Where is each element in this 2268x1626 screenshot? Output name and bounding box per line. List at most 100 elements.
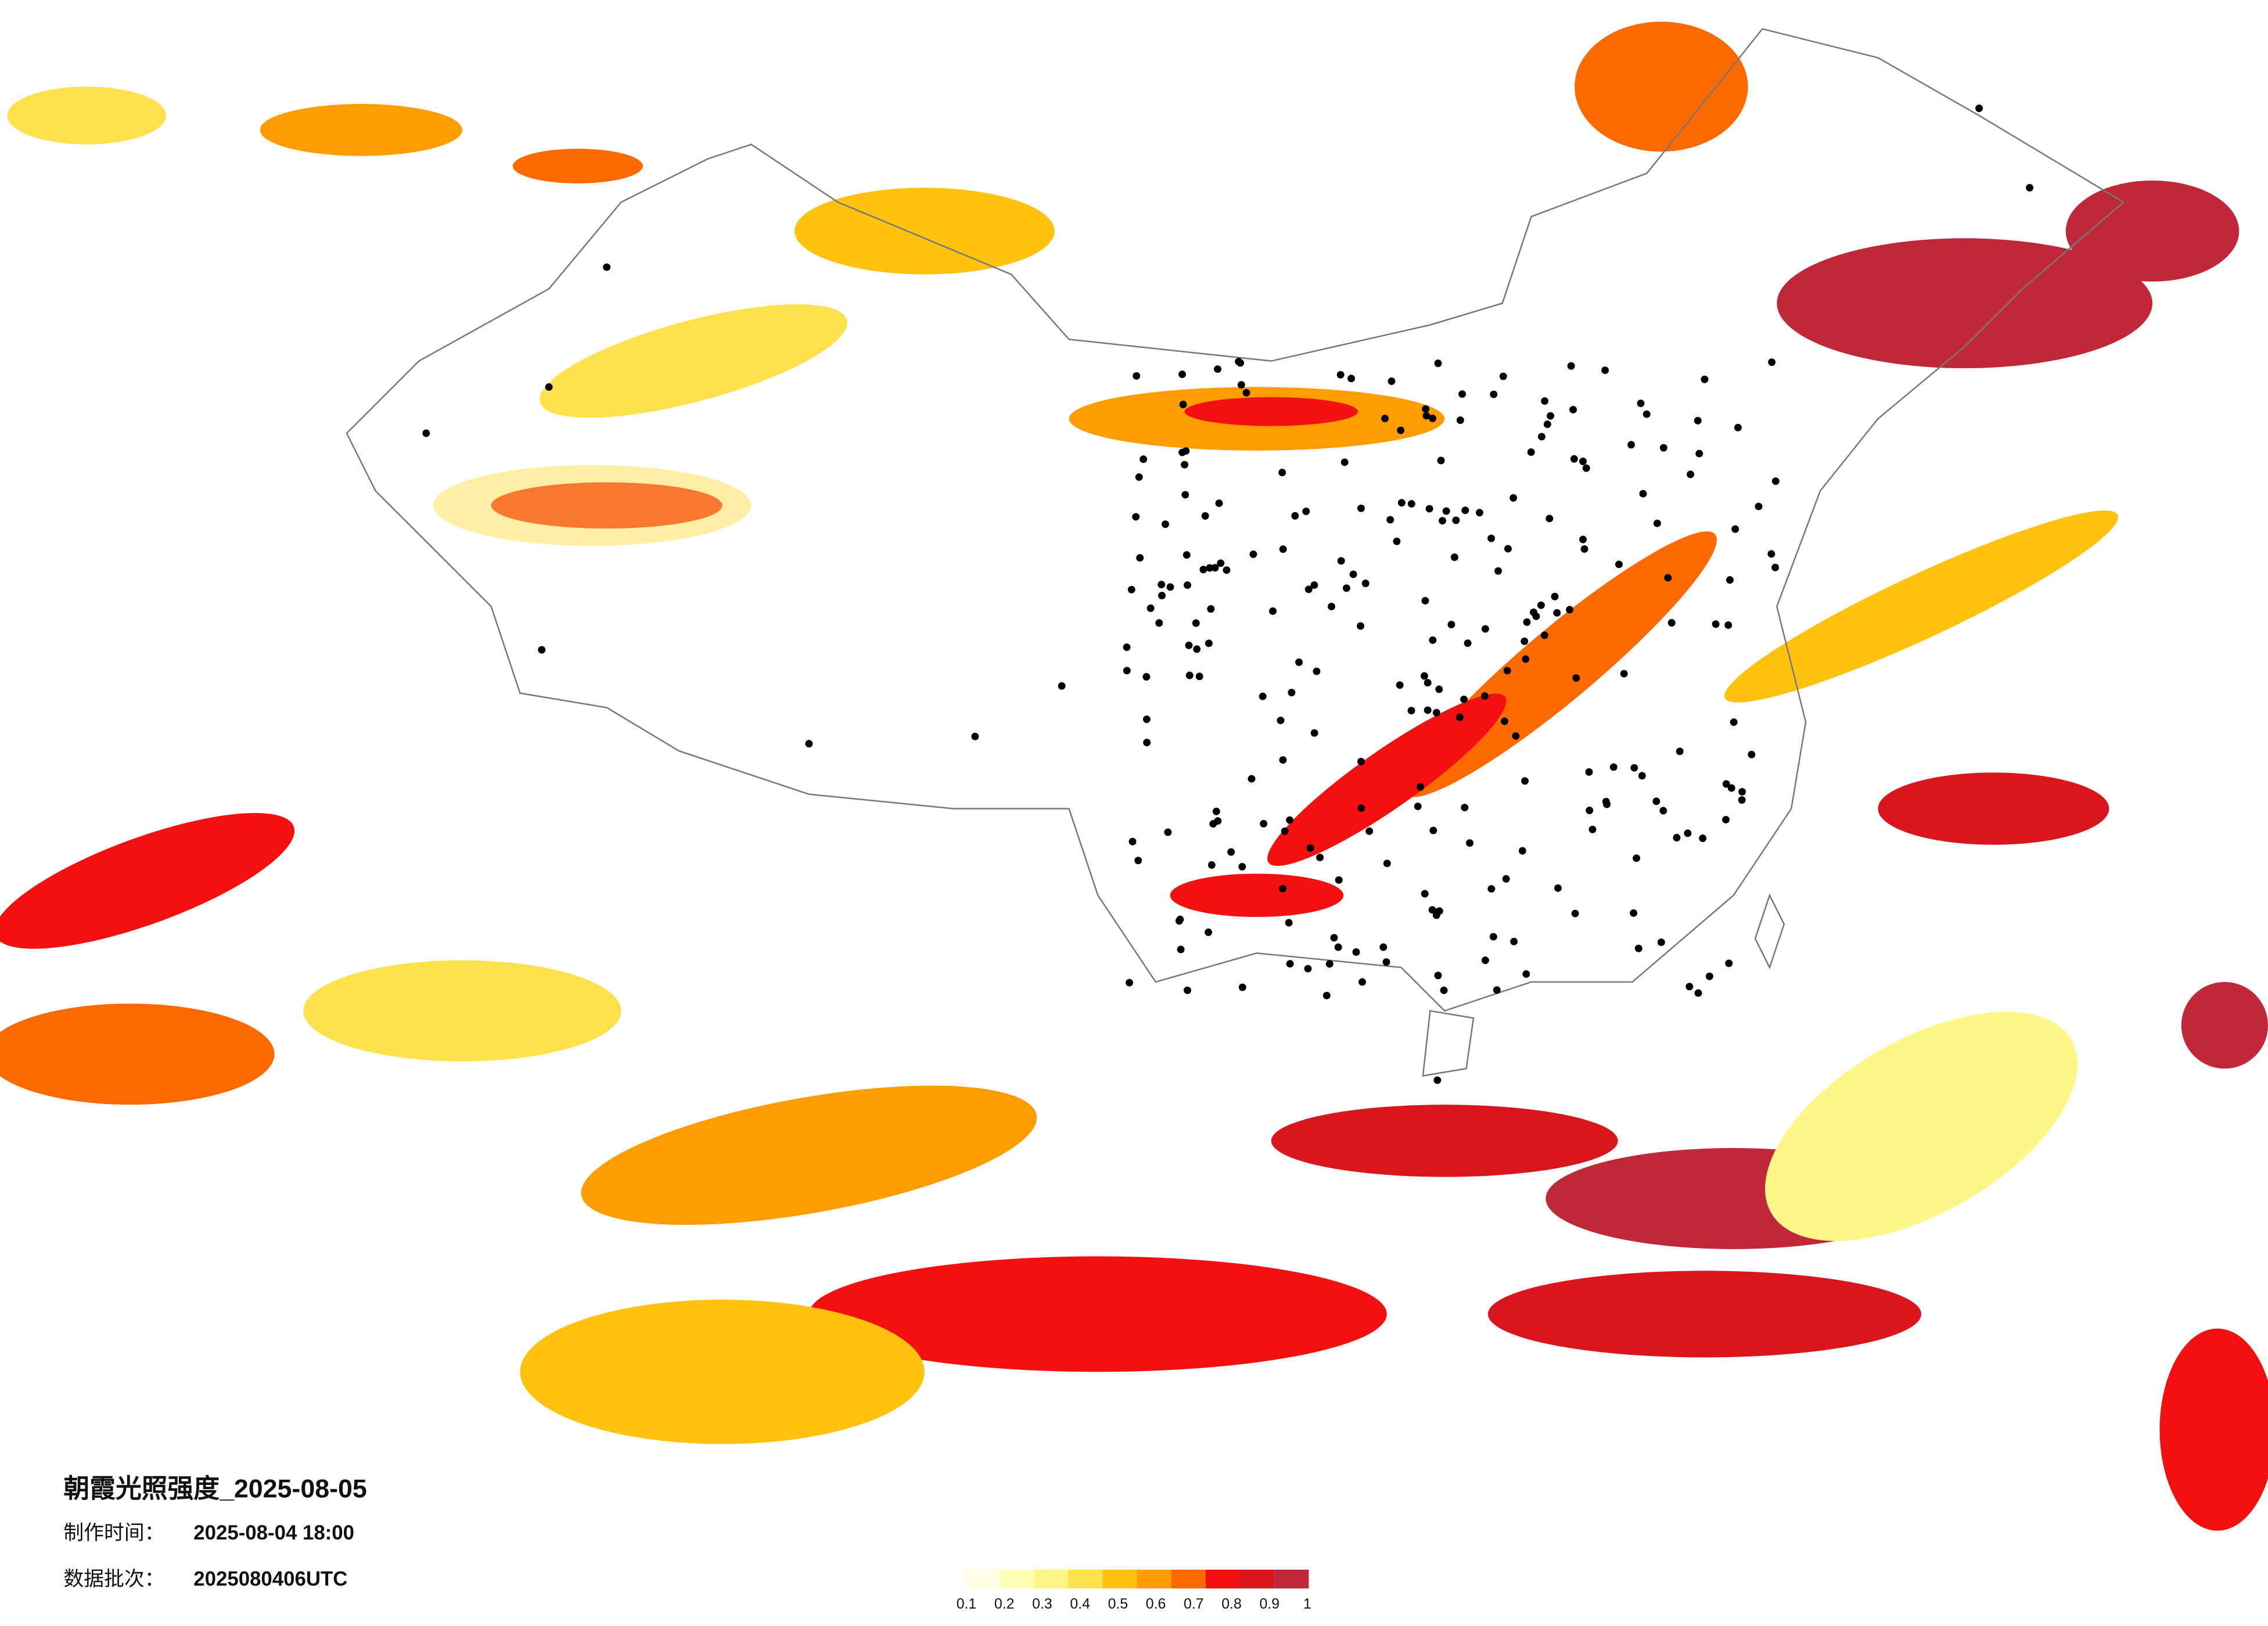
city-dot — [1379, 943, 1388, 951]
city-dot — [1269, 607, 1277, 615]
city-dot — [1518, 847, 1526, 855]
city-dot — [1342, 584, 1350, 592]
city-dot — [1164, 828, 1172, 836]
field-patch — [1765, 1012, 2078, 1241]
city-dot — [1422, 412, 1430, 420]
city-dot — [1722, 815, 1730, 823]
city-dot — [1192, 619, 1200, 627]
field-patch — [1267, 693, 1507, 866]
city-dot — [1725, 959, 1733, 967]
city-dot — [2026, 184, 2034, 192]
city-dot — [1684, 829, 1692, 837]
city-dot — [1128, 837, 1137, 846]
city-dot — [1771, 563, 1780, 571]
field-patch — [539, 304, 847, 418]
city-dot — [1435, 685, 1443, 693]
city-dot — [1512, 732, 1520, 740]
city-dot — [1193, 645, 1201, 653]
city-dot — [1211, 564, 1219, 572]
city-dot — [1657, 938, 1665, 947]
legend-swatch — [1137, 1570, 1171, 1589]
city-dot — [1175, 917, 1183, 925]
city-dot — [1142, 673, 1151, 681]
city-dot — [1358, 978, 1366, 986]
city-dot — [1181, 461, 1189, 469]
field-patch — [433, 465, 752, 546]
city-dot — [1676, 747, 1684, 756]
city-dot — [1335, 876, 1343, 884]
city-dot — [1313, 667, 1321, 675]
city-dot — [1421, 596, 1429, 605]
legend-swatch — [1274, 1570, 1309, 1589]
city-dot — [1572, 674, 1580, 682]
field-patch — [0, 812, 295, 949]
city-dot — [1461, 506, 1469, 515]
country-outline — [346, 28, 2125, 1012]
city-dot — [1140, 455, 1148, 463]
city-dot — [1653, 519, 1661, 527]
city-dot — [1238, 983, 1246, 991]
city-dot — [1489, 933, 1497, 941]
field-patch — [520, 1300, 925, 1444]
city-dot — [1286, 816, 1294, 824]
city-dot — [1201, 512, 1209, 520]
city-dot — [1659, 807, 1667, 815]
city-dot — [1504, 545, 1512, 553]
city-dot — [1567, 362, 1575, 370]
city-dot — [1521, 777, 1529, 785]
city-dot — [1134, 857, 1142, 865]
city-dot — [1281, 827, 1289, 835]
city-dot — [1566, 606, 1574, 614]
city-dot — [1466, 839, 1474, 847]
city-dot — [1637, 400, 1645, 407]
city-dot — [1330, 934, 1338, 942]
city-dot — [1712, 620, 1720, 628]
city-dot — [1316, 854, 1324, 862]
city-dot — [1185, 641, 1193, 649]
city-dot — [1601, 366, 1609, 375]
city-dot — [1207, 861, 1216, 869]
city-dot — [1322, 991, 1331, 999]
city-dot — [1386, 516, 1394, 524]
city-dot — [1166, 583, 1174, 591]
field-patch — [0, 1003, 275, 1105]
city-dot — [1580, 545, 1588, 553]
city-dot — [1547, 412, 1555, 420]
city-dot — [1586, 807, 1594, 814]
city-dot — [1652, 797, 1660, 805]
city-dot — [971, 732, 979, 740]
city-dot — [1734, 423, 1742, 431]
city-dot — [1695, 449, 1703, 458]
city-dot — [1699, 834, 1707, 842]
city-dot — [1460, 695, 1468, 703]
city-dot — [1588, 825, 1597, 833]
legend-swatch — [965, 1570, 1000, 1589]
field-patch — [1487, 1271, 1922, 1358]
city-dot — [1667, 619, 1676, 627]
city-dot — [1659, 444, 1667, 452]
city-dot — [1627, 441, 1636, 449]
field-patch — [794, 188, 1055, 275]
city-dot — [1357, 758, 1365, 765]
city-dot — [1503, 667, 1511, 675]
field-patch — [1170, 873, 1344, 918]
city-dot — [1424, 679, 1432, 687]
city-dot — [1212, 807, 1220, 815]
city-dot — [1437, 456, 1445, 465]
city-dot — [422, 429, 430, 437]
field-patch — [2181, 981, 2268, 1069]
city-dot — [1238, 863, 1246, 870]
city-dot — [1123, 643, 1131, 651]
field-patch — [808, 1256, 1387, 1372]
city-dot — [1397, 426, 1405, 434]
city-dot — [1382, 958, 1390, 966]
city-dot — [1768, 358, 1776, 366]
city-dot — [1277, 717, 1285, 725]
city-dot — [1146, 604, 1155, 612]
batch-label: 数据批次： — [63, 1567, 164, 1590]
city-dot — [1199, 566, 1207, 574]
city-dot — [1223, 566, 1231, 574]
city-dot — [1554, 884, 1562, 892]
city-dot — [1724, 621, 1733, 629]
city-dot — [1396, 681, 1404, 689]
